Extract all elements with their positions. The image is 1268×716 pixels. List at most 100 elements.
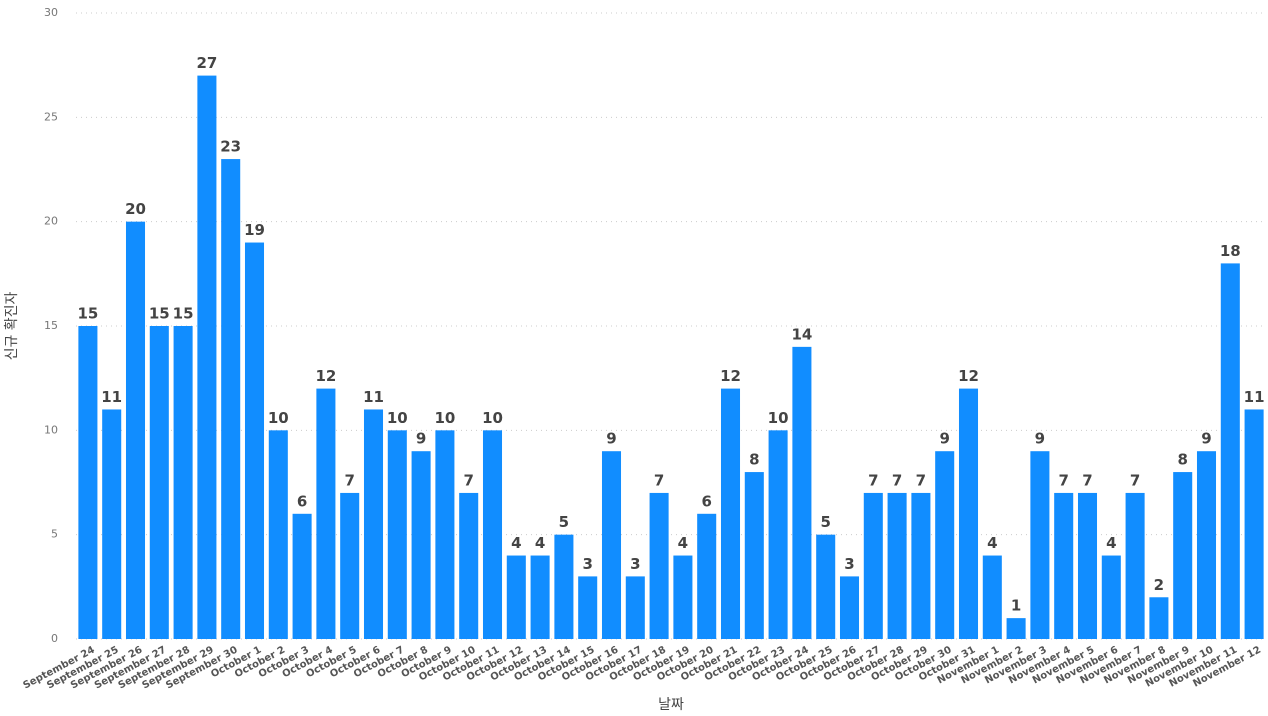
- bar: [530, 555, 550, 639]
- value-label: 9: [1035, 430, 1045, 448]
- value-label: 19: [244, 221, 265, 239]
- bar: [1030, 451, 1050, 639]
- value-label: 15: [173, 305, 194, 323]
- bar: [1006, 618, 1026, 639]
- bar: [625, 576, 645, 639]
- value-label: 23: [220, 138, 241, 156]
- value-label: 8: [1177, 451, 1187, 469]
- value-label: 3: [844, 555, 854, 573]
- value-label: 12: [720, 367, 741, 385]
- bar: [1077, 492, 1098, 639]
- value-label: 4: [535, 534, 545, 552]
- bar: [435, 430, 455, 639]
- value-label: 6: [297, 492, 307, 510]
- value-label: 11: [101, 388, 122, 406]
- value-label: 4: [987, 534, 997, 552]
- bar: [221, 159, 241, 640]
- bar: [578, 576, 598, 639]
- bar: [792, 346, 812, 639]
- value-label: 7: [868, 471, 878, 489]
- value-label: 1: [1011, 597, 1021, 615]
- bar: [911, 492, 931, 639]
- value-label: 6: [701, 492, 711, 510]
- value-label: 7: [916, 471, 926, 489]
- value-label: 5: [820, 513, 830, 531]
- bar: [839, 576, 860, 639]
- value-label: 10: [387, 409, 408, 427]
- bar: [1196, 451, 1217, 639]
- bar: [1054, 492, 1074, 639]
- bar: [292, 513, 312, 639]
- bar: [78, 326, 98, 639]
- bar: [720, 388, 741, 639]
- bar: [387, 430, 407, 639]
- bar: [958, 388, 979, 639]
- bar: [149, 326, 169, 639]
- bar: [1125, 492, 1145, 639]
- value-label: 7: [1130, 471, 1140, 489]
- value-label: 15: [77, 305, 98, 323]
- value-label: 7: [1082, 471, 1092, 489]
- y-tick-label: 30: [44, 6, 58, 19]
- bar: [102, 409, 122, 639]
- y-tick-label: 0: [51, 632, 58, 645]
- bar: [863, 492, 883, 639]
- bar: [697, 513, 717, 639]
- value-label: 3: [630, 555, 640, 573]
- bar: [1101, 555, 1121, 639]
- bar: [1173, 472, 1193, 639]
- value-label: 14: [791, 325, 812, 343]
- value-label: 9: [606, 430, 616, 448]
- y-tick-label: 25: [44, 110, 58, 123]
- bar: [744, 472, 764, 639]
- bar: [1220, 263, 1240, 639]
- bar: [554, 534, 574, 639]
- value-label: 11: [363, 388, 384, 406]
- bar: [363, 409, 384, 639]
- bar: [601, 451, 622, 639]
- bar: [197, 75, 217, 640]
- bar: [173, 326, 193, 639]
- y-tick-label: 5: [51, 528, 58, 541]
- value-label: 10: [768, 409, 789, 427]
- x-axis-title: 날짜: [658, 697, 684, 713]
- bar: [816, 534, 836, 639]
- y-axis-title: 신규 확진자: [4, 291, 20, 360]
- bar: [244, 242, 265, 640]
- bar: [125, 221, 146, 639]
- bar: [1244, 409, 1264, 639]
- value-label: 4: [511, 534, 521, 552]
- value-label: 10: [268, 409, 289, 427]
- value-label: 8: [749, 451, 759, 469]
- bar: [887, 492, 907, 639]
- bar: [459, 492, 479, 639]
- bar: [982, 555, 1002, 639]
- bar: [482, 430, 503, 639]
- bar: [673, 555, 693, 639]
- value-label: 10: [434, 409, 455, 427]
- value-label: 12: [315, 367, 336, 385]
- value-label: 10: [482, 409, 503, 427]
- value-label: 4: [678, 534, 688, 552]
- bar: [268, 430, 288, 639]
- value-label: 9: [939, 430, 949, 448]
- bar: [411, 451, 431, 639]
- value-label: 7: [463, 471, 473, 489]
- value-label: 4: [1106, 534, 1116, 552]
- value-label: 7: [1058, 471, 1068, 489]
- value-label: 12: [958, 367, 979, 385]
- value-label: 11: [1244, 388, 1265, 406]
- value-label: 9: [416, 430, 426, 448]
- value-label: 5: [559, 513, 569, 531]
- bar: [340, 492, 360, 639]
- value-label: 7: [344, 471, 354, 489]
- value-label: 2: [1154, 576, 1164, 594]
- bar: [768, 430, 788, 639]
- y-tick-label: 15: [44, 319, 58, 332]
- value-label: 3: [582, 555, 592, 573]
- y-tick-label: 10: [44, 423, 58, 436]
- value-label: 27: [196, 54, 217, 72]
- value-label: 7: [654, 471, 664, 489]
- bar: [1149, 597, 1169, 639]
